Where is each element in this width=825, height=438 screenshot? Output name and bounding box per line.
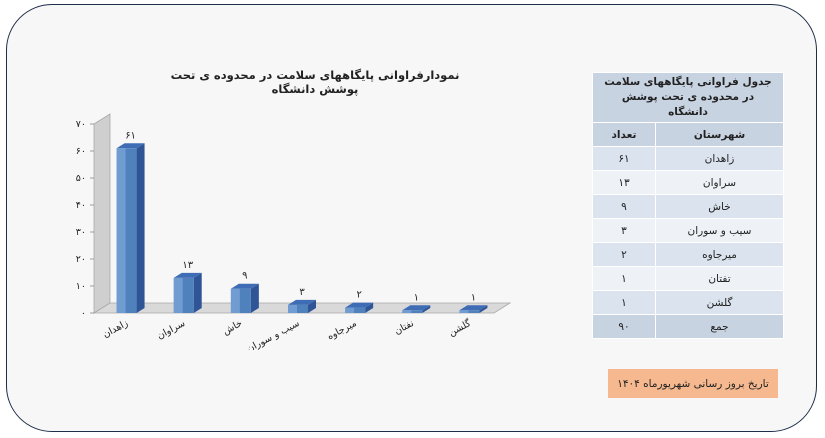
header-city: شهرستان [655,122,784,147]
table-row: گلشن ۱ [592,290,784,315]
y-tick-label: ۲۰ [76,254,86,265]
axis-wall [93,113,111,314]
bar-top [173,272,202,278]
bar-chart: ۰ ۱۰ ۲۰ ۳۰ ۴۰ ۵۰ ۶۰ ۷۰ ۶۱ زاهدان ۱۳ سراوان ۹ خاش ۳ سیب … [76,113,512,350]
y-tick-label: ۱۰ [76,281,86,292]
y-tick-label: ۰ [81,308,86,319]
table-row: خاش ۹ [592,194,784,219]
chart-title: نمودارفراوانی پایگاههای سلامت در محدوده … [170,68,460,96]
bar-side [136,143,145,313]
bar-top [288,299,316,305]
bar [402,310,423,313]
table-row: زاهدان ۶۱ [592,146,784,171]
row-city: تفتان [655,266,784,291]
row-city: میرجاوه [655,242,784,267]
bar-value-label: ۳ [299,287,305,298]
bar-side [193,272,202,313]
y-tick-label: ۳۰ [76,227,86,238]
bar-value-label: ۱۳ [182,260,193,271]
table-row: میرجاوه ۲ [592,242,784,267]
x-tick-label: نفتان [393,318,416,337]
bar-top [345,302,374,308]
bar [345,307,366,313]
x-tick-label: خاش [221,318,244,337]
x-tick-label: گلشن [447,317,474,339]
bar-side [365,302,374,313]
row-city: سراوان [655,170,784,195]
x-tick-label: میرجاوه [326,318,359,343]
bar-top [116,143,145,149]
bar-value-label: ۶۱ [125,130,136,141]
row-count: ۳ [592,218,656,243]
bar [288,304,308,313]
frequency-table: جدول فراوانی پایگاههای سلامت در محدوده ی… [592,72,784,339]
table-row: سیب و سوران ۳ [592,218,784,243]
table-total-row: جمع ۹۰ [592,314,784,339]
header-count: تعداد [592,122,656,147]
x-tick-label: سیب و سوران [245,318,301,350]
row-count: ۱۳ [592,170,656,195]
y-tick-label: ۶۰ [76,146,86,157]
bar-highlight [402,310,412,313]
bar-value-label: ۲ [356,290,361,301]
bar-highlight [230,288,240,313]
bar-side [479,305,488,313]
row-count: ۱ [592,290,656,315]
x-tick-label: زاهدان [101,318,130,341]
bar [459,310,480,313]
bar-highlight [459,310,469,313]
bar-highlight [173,277,183,313]
table-row: تفتان ۱ [592,266,784,291]
bar-value-label: ۹ [242,271,247,282]
update-date-note: تاریخ بروز رسانی شهریورماه ۱۴۰۴ [608,369,778,398]
bar-side [250,283,259,313]
bar-highlight [116,148,126,313]
row-city: سیب و سوران [655,218,784,243]
x-tick-label: سراوان [155,318,187,342]
bar-top [402,305,431,311]
row-city: گلشن [655,290,784,315]
y-tick-label: ۴۰ [76,200,86,211]
bar-side [308,299,316,313]
bar-top [230,283,259,289]
total-label: جمع [655,314,784,339]
bar-highlight [288,304,297,313]
bar-value-label: ۱ [414,292,419,303]
bar-highlight [345,307,355,313]
row-count: ۲ [592,242,656,267]
bar-top [459,305,488,311]
bar-side [422,305,431,313]
row-count: ۶۱ [592,146,656,171]
row-city: زاهدان [655,146,784,171]
table-title: جدول فراوانی پایگاههای سلامت در محدوده ی… [592,72,784,123]
row-count: ۱ [592,266,656,291]
bar-value-label: ۱ [471,292,476,303]
table-row: سراوان ۱۳ [592,170,784,195]
row-count: ۹ [592,194,656,219]
y-tick-label: ۷۰ [76,119,86,130]
total-count: ۹۰ [592,314,656,339]
y-tick-label: ۵۰ [76,173,86,184]
row-city: خاش [655,194,784,219]
